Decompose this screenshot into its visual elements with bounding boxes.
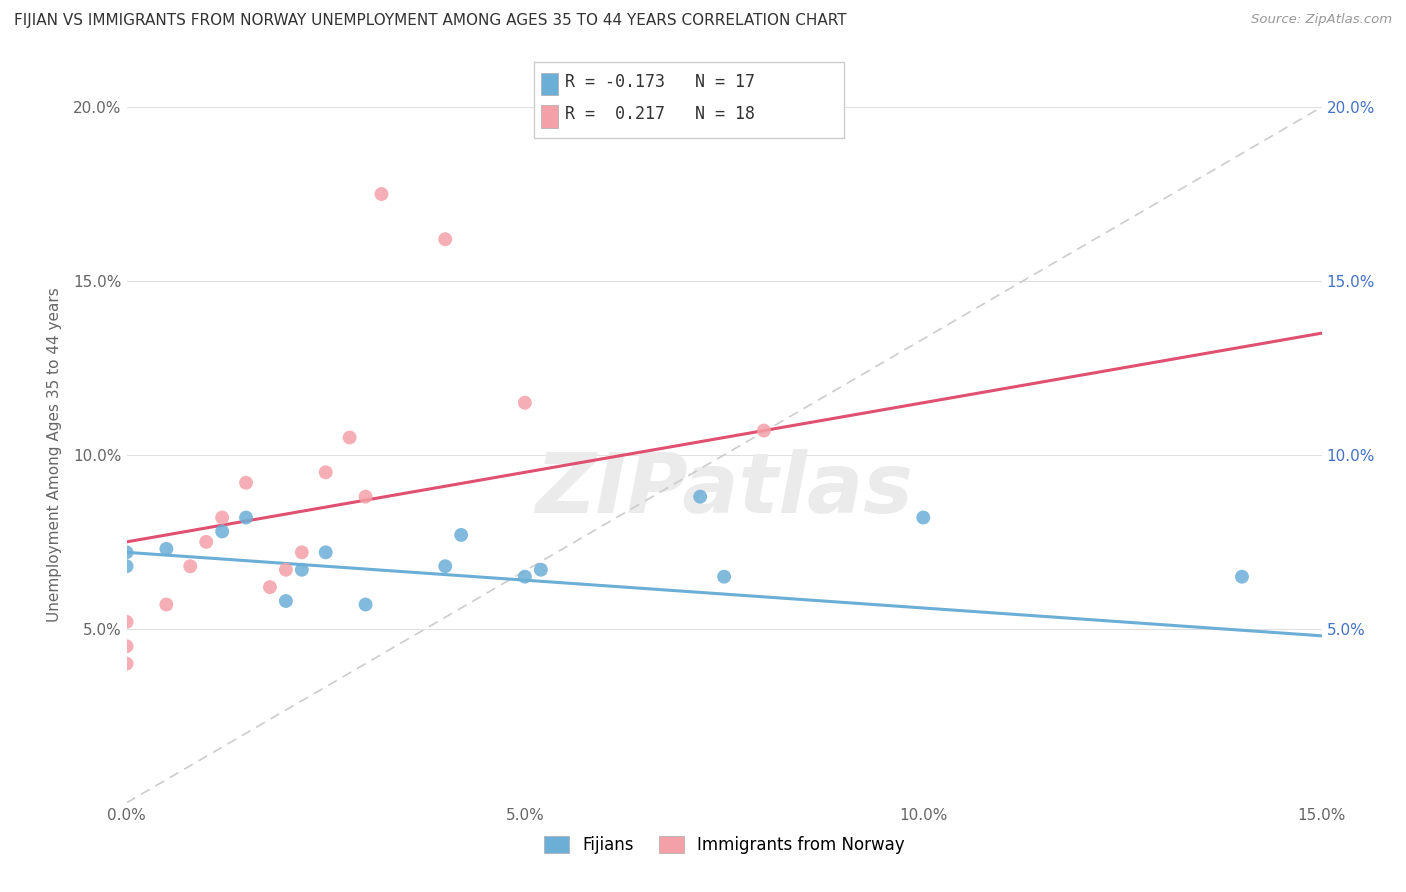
Text: ZIPatlas: ZIPatlas <box>536 450 912 530</box>
Point <box>450 528 472 542</box>
Legend: Fijians, Immigrants from Norway: Fijians, Immigrants from Norway <box>537 829 911 861</box>
Point <box>155 541 177 556</box>
Point <box>115 615 138 629</box>
Point <box>115 545 138 559</box>
Point <box>713 570 735 584</box>
Point <box>235 510 257 524</box>
Point <box>274 563 297 577</box>
Point <box>291 563 314 577</box>
Text: R = -0.173   N = 17: R = -0.173 N = 17 <box>565 73 755 91</box>
Point <box>235 475 257 490</box>
Text: R =  0.217   N = 18: R = 0.217 N = 18 <box>565 105 755 123</box>
Point <box>315 466 337 480</box>
Text: FIJIAN VS IMMIGRANTS FROM NORWAY UNEMPLOYMENT AMONG AGES 35 TO 44 YEARS CORRELAT: FIJIAN VS IMMIGRANTS FROM NORWAY UNEMPLO… <box>14 13 846 29</box>
Point <box>291 545 314 559</box>
Point <box>315 545 337 559</box>
Point <box>912 510 935 524</box>
Point <box>513 396 536 410</box>
Point <box>530 563 553 577</box>
Point <box>195 534 218 549</box>
Point <box>115 657 138 671</box>
Point <box>370 187 392 202</box>
Y-axis label: Unemployment Among Ages 35 to 44 years: Unemployment Among Ages 35 to 44 years <box>48 287 62 623</box>
Point <box>752 424 775 438</box>
Point <box>434 559 457 574</box>
Point <box>211 524 233 539</box>
Point <box>115 559 138 574</box>
Point <box>155 598 177 612</box>
Point <box>513 570 536 584</box>
Point <box>434 232 457 246</box>
Point <box>211 510 233 524</box>
Point <box>354 490 377 504</box>
Point <box>689 490 711 504</box>
Point <box>115 639 138 653</box>
Text: Source: ZipAtlas.com: Source: ZipAtlas.com <box>1251 13 1392 27</box>
Point <box>179 559 201 574</box>
Point <box>274 594 297 608</box>
Point <box>339 431 361 445</box>
Point <box>354 598 377 612</box>
Point <box>1230 570 1253 584</box>
Point <box>259 580 281 594</box>
